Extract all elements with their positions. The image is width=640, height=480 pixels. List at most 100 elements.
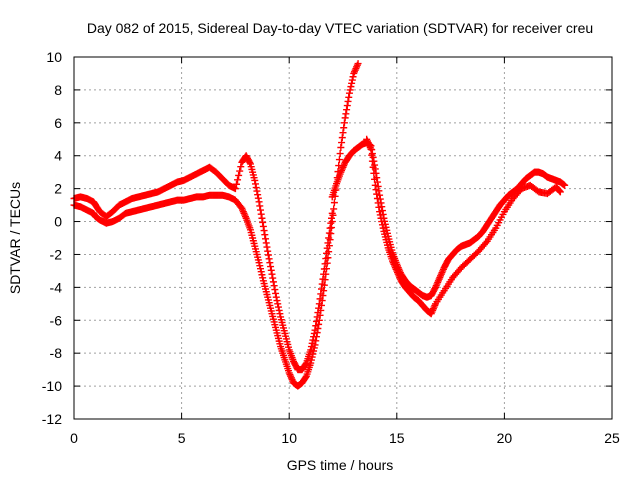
data-point [316, 295, 324, 303]
series-track-c [328, 139, 569, 301]
data-point [312, 322, 320, 330]
data-point [320, 270, 328, 278]
data-point [323, 244, 331, 252]
y-tick-label: -2 [50, 246, 63, 262]
data-point [261, 231, 269, 239]
y-tick-label: 6 [54, 115, 62, 131]
data-point [371, 175, 379, 183]
data-point [341, 114, 349, 122]
data-point [232, 180, 240, 188]
data-point [370, 169, 378, 177]
x-tick-label: 5 [178, 430, 186, 446]
data-point [338, 139, 346, 147]
x-axis-label: GPS time / hours [287, 457, 394, 473]
data-point [337, 144, 345, 151]
data-point [251, 176, 259, 184]
data-point [347, 83, 355, 91]
data-point [308, 339, 316, 347]
data-point [379, 224, 387, 232]
series-track-b [70, 152, 336, 374]
data-point [313, 313, 321, 321]
data-point [254, 194, 262, 202]
x-tick-label: 20 [497, 430, 513, 446]
data-point [315, 300, 323, 308]
data-point [251, 180, 259, 188]
data-point [376, 211, 384, 219]
data-point [310, 333, 318, 341]
data-point [262, 235, 270, 243]
data-point [314, 309, 322, 317]
data-point [368, 151, 376, 159]
data-point [302, 360, 310, 368]
data-point [330, 205, 338, 213]
y-tick-label: 0 [54, 214, 62, 230]
data-point [326, 224, 334, 232]
data-point [309, 336, 317, 344]
data-point [340, 119, 348, 127]
data-point [257, 206, 265, 214]
data-point [336, 150, 344, 158]
data-point [263, 243, 271, 251]
data-point [262, 239, 270, 247]
data-point [373, 190, 381, 198]
data-point [339, 129, 347, 137]
x-tick-label: 10 [281, 430, 297, 446]
data-point [335, 156, 343, 164]
data-point [342, 110, 350, 118]
data-point [319, 275, 327, 283]
data-point [269, 278, 277, 286]
data-point [348, 76, 356, 84]
data-point [259, 222, 267, 230]
data-point [310, 329, 318, 337]
data-point [315, 304, 323, 312]
data-point [325, 229, 333, 237]
data-point [343, 106, 351, 114]
data-point [311, 326, 319, 334]
data-point [348, 79, 356, 87]
data-point [345, 89, 353, 97]
data-point [231, 185, 239, 193]
data-point [349, 73, 357, 81]
data-point [328, 218, 336, 226]
data-point [322, 255, 330, 263]
y-axis-label: SDTVAR / TECUs [7, 182, 23, 294]
data-point [254, 191, 262, 199]
data-point [324, 239, 332, 247]
y-tick-label: 8 [54, 82, 62, 98]
data-point [312, 317, 320, 325]
data-point [377, 214, 385, 222]
data-point [327, 219, 335, 227]
data-point [378, 218, 386, 226]
data-point [253, 187, 261, 195]
data-point [235, 171, 243, 179]
data-point [268, 270, 276, 278]
data-point [269, 274, 277, 282]
data-point [265, 255, 273, 263]
data-point [272, 289, 280, 297]
data-point [323, 249, 331, 257]
data-point [236, 167, 244, 175]
data-point [237, 163, 245, 171]
y-tick-label: -10 [42, 378, 62, 394]
x-tick-label: 15 [389, 430, 405, 446]
y-tick-label: -12 [42, 411, 62, 427]
data-point [344, 97, 352, 105]
data-point [378, 221, 386, 229]
tick-labels: 0 5 10 15 20 25 -12 -10 -8 -6 -4 -2 0 2 4 6 8 10 [42, 49, 620, 446]
y-tick-label: 10 [46, 49, 62, 65]
data-point [267, 266, 275, 274]
data-point [317, 285, 325, 293]
data-point [275, 306, 283, 314]
data-point [373, 195, 381, 203]
data-point [274, 300, 282, 308]
series-track-a [70, 60, 362, 390]
y-tick-label: -8 [50, 345, 63, 361]
data-point [273, 297, 281, 305]
data-point [372, 186, 380, 194]
data-points [70, 60, 569, 390]
data-point [320, 265, 328, 273]
y-tick-label: 2 [54, 181, 62, 197]
data-point [346, 86, 354, 94]
y-tick-label: 4 [54, 148, 62, 164]
